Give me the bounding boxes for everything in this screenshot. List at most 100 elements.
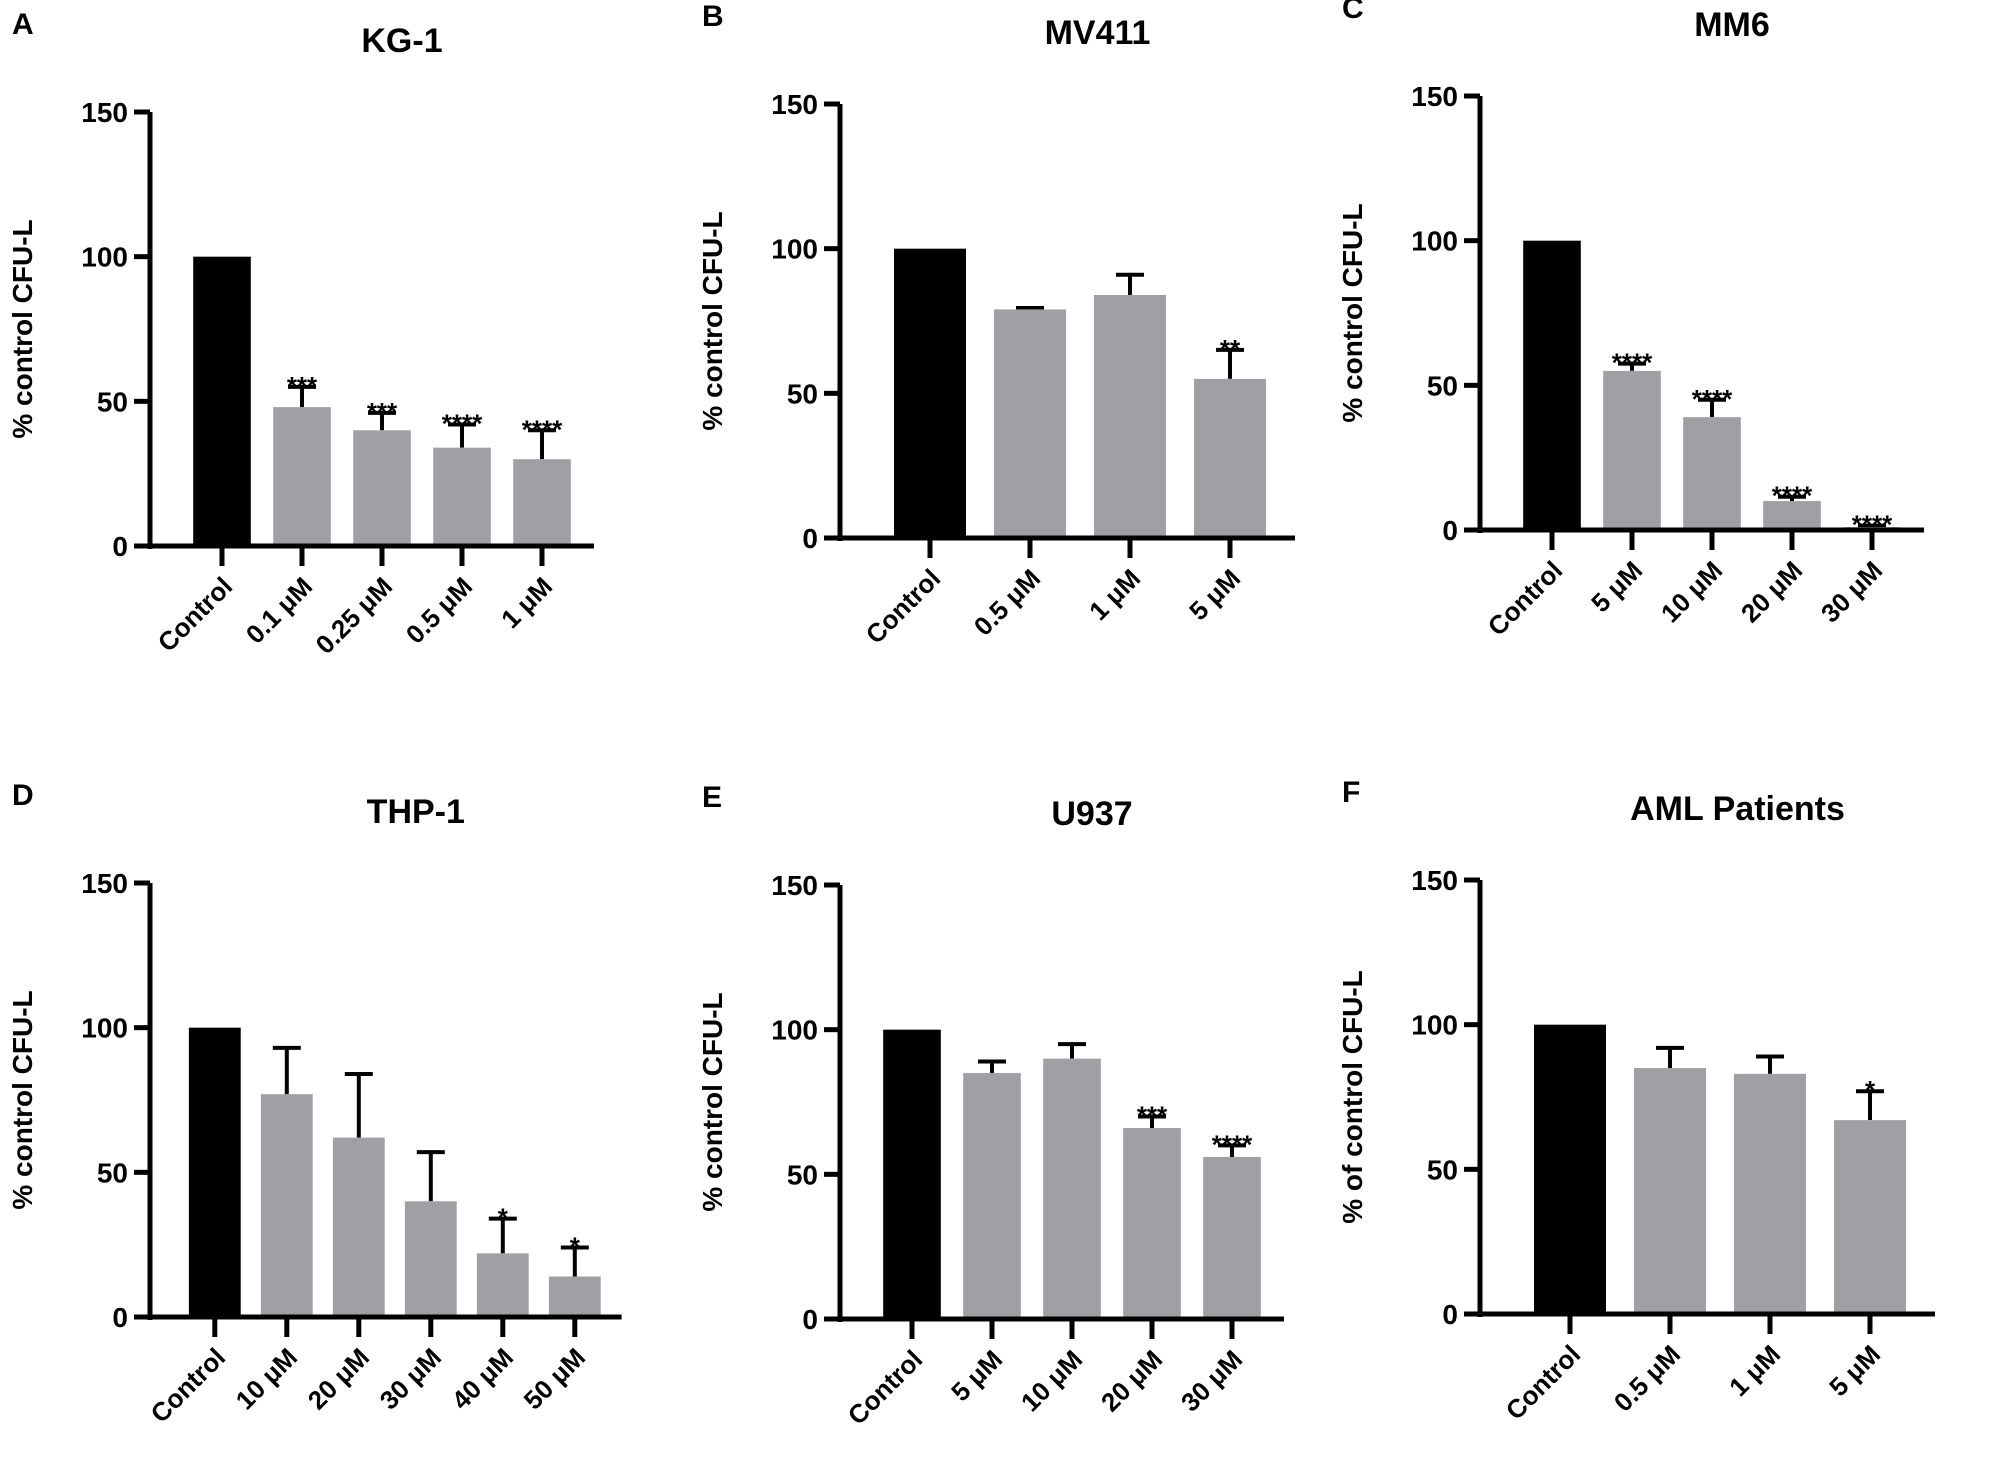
x-tick-label: 10 μM <box>1655 555 1728 628</box>
y-tick-label: 50 <box>97 386 128 417</box>
x-tick-label: 20 μM <box>302 1342 375 1415</box>
bar <box>260 1094 313 1317</box>
significance-label: **** <box>1212 1129 1253 1159</box>
y-axis-label: % of control CFU-L <box>1337 970 1368 1224</box>
bar <box>513 459 571 546</box>
y-axis-label: % control CFU-L <box>7 219 38 438</box>
x-tick-label: Control <box>152 571 239 658</box>
y-axis-label: % control CFU-L <box>697 211 728 430</box>
y-tick-label: 50 <box>1427 370 1458 401</box>
panel-label: E <box>702 781 722 814</box>
y-tick-label: 150 <box>81 97 128 128</box>
chart-title: AML Patients <box>1630 790 1845 828</box>
bar <box>1534 1024 1606 1314</box>
x-tick-label: 1 μM <box>1723 1339 1786 1402</box>
x-tick-label: 40 μM <box>446 1342 519 1415</box>
significance-label: * <box>1865 1075 1876 1105</box>
significance-label: *** <box>1137 1100 1168 1130</box>
x-tick-label: 20 μM <box>1735 555 1808 628</box>
x-tick-label: 0.5 μM <box>400 571 478 649</box>
significance-label: * <box>570 1232 581 1262</box>
significance-label: **** <box>522 414 563 444</box>
bar <box>1834 1120 1906 1314</box>
bar <box>548 1276 601 1317</box>
significance-label: * <box>498 1203 509 1233</box>
x-tick-label: 0.5 μM <box>968 563 1046 641</box>
chart-title: MM6 <box>1694 6 1770 44</box>
x-tick-label: 0.25 μM <box>310 571 399 660</box>
significance-label: **** <box>1692 384 1733 414</box>
y-tick-label: 0 <box>112 1302 128 1333</box>
x-tick-label: 1 μM <box>1083 563 1146 626</box>
y-tick-label: 100 <box>81 1013 128 1044</box>
y-tick-label: 100 <box>81 242 128 273</box>
y-tick-label: 50 <box>787 378 818 409</box>
x-tick-label: 5 μM <box>945 1344 1008 1407</box>
bar <box>1094 294 1166 538</box>
y-tick-label: 50 <box>787 1159 818 1190</box>
chart-title: THP-1 <box>367 793 465 831</box>
x-tick-label: 10 μM <box>230 1342 303 1415</box>
x-tick-label: Control <box>860 563 947 650</box>
bar <box>883 1029 941 1319</box>
significance-label: ** <box>1220 334 1241 364</box>
y-tick-label: 50 <box>1427 1154 1458 1185</box>
y-tick-label: 0 <box>802 1304 818 1335</box>
chart-title: U937 <box>1051 795 1132 833</box>
bar <box>1763 501 1821 530</box>
significance-label: *** <box>367 397 398 427</box>
bar <box>894 248 966 538</box>
bar <box>353 430 411 546</box>
significance-label: *** <box>287 371 318 401</box>
x-tick-label: 30 μM <box>1175 1344 1248 1417</box>
bar <box>994 309 1066 538</box>
bar <box>1123 1128 1181 1319</box>
panel-a: A KG-1 % control CFU-L Control *** 0.1 μM *** 0… <box>7 8 594 660</box>
bar <box>1683 417 1741 530</box>
panel-label: A <box>12 8 34 41</box>
panel-c: C MM6 % control CFU-L Control **** 5 μM **** 10… <box>1337 0 1924 642</box>
x-tick-label: Control <box>1482 555 1569 642</box>
chart-title: KG-1 <box>361 22 442 60</box>
x-tick-label: Control <box>144 1342 231 1429</box>
y-tick-label: 100 <box>1411 226 1458 257</box>
x-tick-label: 20 μM <box>1095 1344 1168 1417</box>
bar <box>963 1073 1021 1319</box>
x-tick-label: Control <box>842 1344 929 1431</box>
x-tick-label: 0.1 μM <box>240 571 318 649</box>
y-axis-label: % control CFU-L <box>7 990 38 1209</box>
y-tick-label: 100 <box>771 1015 818 1046</box>
bar <box>273 407 331 546</box>
x-tick-label: 5 μM <box>1823 1339 1886 1402</box>
y-axis-label: % control CFU-L <box>697 992 728 1211</box>
y-tick-label: 150 <box>1411 81 1458 112</box>
x-tick-label: 50 μM <box>518 1342 591 1415</box>
panel-e: E U937 % control CFU-L Control 5 μM 10 μM *** 2… <box>697 781 1284 1431</box>
panel-f: F AML Patients % of control CFU-L Control 0.… <box>1337 776 1935 1426</box>
x-tick-label: 5 μM <box>1183 563 1246 626</box>
bar <box>433 447 491 546</box>
x-tick-label: Control <box>1500 1339 1587 1426</box>
y-tick-label: 0 <box>112 531 128 562</box>
y-tick-label: 150 <box>1411 865 1458 896</box>
bar <box>1523 240 1581 530</box>
panel-label: F <box>1342 776 1360 809</box>
x-tick-label: 30 μM <box>1815 555 1888 628</box>
y-tick-label: 0 <box>1442 1299 1458 1330</box>
bar <box>476 1253 529 1317</box>
y-tick-label: 150 <box>771 870 818 901</box>
bar <box>1203 1156 1261 1319</box>
bar <box>1194 378 1266 538</box>
y-axis-label: % control CFU-L <box>1337 203 1368 422</box>
bar <box>188 1027 241 1317</box>
x-tick-label: 30 μM <box>374 1342 447 1415</box>
significance-label: **** <box>1612 348 1653 378</box>
bar <box>1634 1068 1706 1314</box>
y-tick-label: 150 <box>81 868 128 899</box>
bar <box>332 1137 385 1317</box>
bar <box>193 256 251 546</box>
y-tick-label: 100 <box>1411 1010 1458 1041</box>
panel-label: C <box>1342 0 1364 25</box>
